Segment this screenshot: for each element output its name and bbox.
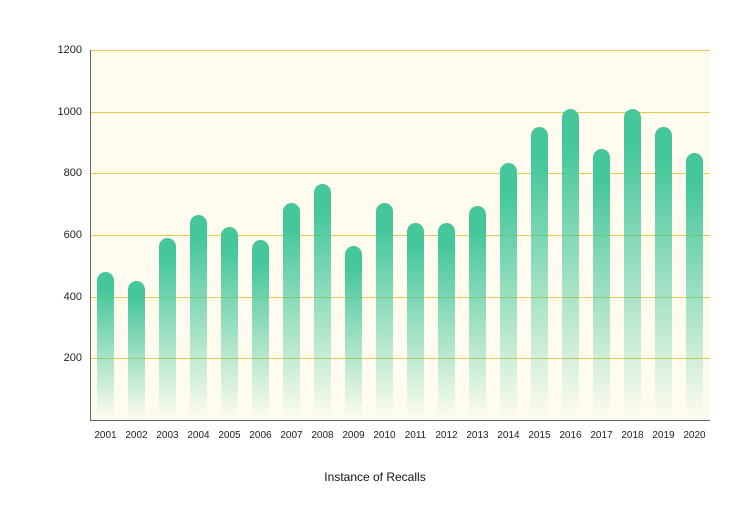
recalls-bar-chart: 200 400 600 800 1000 1200 2001 2002 2003 2004 2005… xyxy=(0,0,750,526)
x-tick-label: 2020 xyxy=(683,420,705,441)
y-axis-line xyxy=(90,50,91,420)
x-tick-label: 2005 xyxy=(218,420,240,441)
x-tick-label: 2009 xyxy=(342,420,364,441)
x-tick-label: 2019 xyxy=(652,420,674,441)
bar xyxy=(531,127,549,420)
bar xyxy=(593,149,611,420)
x-tick-label: 2004 xyxy=(187,420,209,441)
x-tick-label: 2002 xyxy=(125,420,147,441)
x-tick-label: 2007 xyxy=(280,420,302,441)
bar xyxy=(376,203,394,420)
bar xyxy=(314,184,332,420)
y-tick-label: 800 xyxy=(64,167,90,179)
bar xyxy=(128,281,146,420)
bar xyxy=(283,203,301,420)
bar xyxy=(97,272,115,420)
x-tick-label: 2010 xyxy=(373,420,395,441)
x-tick-label: 2014 xyxy=(497,420,519,441)
gridline xyxy=(90,50,710,51)
bar xyxy=(159,238,177,420)
y-tick-label: 200 xyxy=(64,352,90,364)
bar xyxy=(500,163,518,420)
x-tick-label: 2008 xyxy=(311,420,333,441)
x-tick-label: 2001 xyxy=(94,420,116,441)
gridline xyxy=(90,297,710,298)
x-tick-label: 2013 xyxy=(466,420,488,441)
y-tick-label: 1000 xyxy=(58,106,90,118)
bar xyxy=(252,240,270,420)
x-tick-label: 2017 xyxy=(590,420,612,441)
x-axis-title: Instance of Recalls xyxy=(324,470,425,484)
y-tick-label: 400 xyxy=(64,291,90,303)
bar xyxy=(624,109,642,420)
bar xyxy=(407,223,425,420)
gridline xyxy=(90,358,710,359)
y-tick-label: 600 xyxy=(64,229,90,241)
y-tick-label: 1200 xyxy=(58,44,90,56)
x-axis-line xyxy=(90,420,710,421)
bar xyxy=(469,206,487,420)
bar xyxy=(655,127,673,420)
x-tick-label: 2003 xyxy=(156,420,178,441)
bar xyxy=(686,153,704,420)
x-tick-label: 2011 xyxy=(405,420,427,441)
gridline xyxy=(90,112,710,113)
x-tick-label: 2015 xyxy=(528,420,550,441)
bar xyxy=(345,246,363,420)
bar xyxy=(190,215,208,420)
x-tick-label: 2012 xyxy=(435,420,457,441)
x-tick-label: 2016 xyxy=(559,420,581,441)
bar xyxy=(562,109,580,420)
gridline xyxy=(90,173,710,174)
gridline xyxy=(90,235,710,236)
plot-area: 2004006008001000120020012002200320042005… xyxy=(90,50,710,420)
x-tick-label: 2018 xyxy=(621,420,643,441)
bar xyxy=(221,227,239,420)
x-tick-label: 2006 xyxy=(249,420,271,441)
bar xyxy=(438,223,456,420)
